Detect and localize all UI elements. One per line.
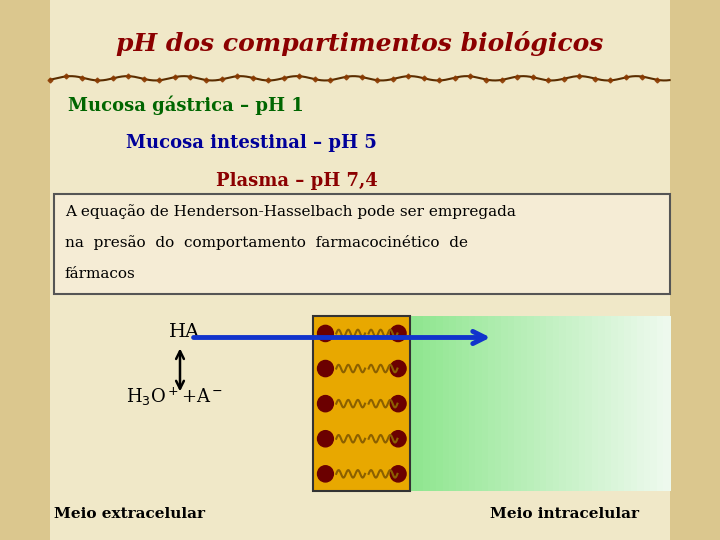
Ellipse shape	[318, 465, 333, 482]
Bar	[553, 316, 561, 491]
Bar	[417, 316, 425, 491]
Bar	[410, 316, 418, 491]
Bar	[657, 316, 665, 491]
Ellipse shape	[318, 325, 333, 341]
Bar	[0, 0, 50, 540]
Bar	[534, 316, 541, 491]
Bar	[54, 194, 670, 294]
Text: fármacos: fármacos	[65, 267, 135, 281]
Bar	[592, 316, 600, 491]
Text: HA: HA	[169, 323, 200, 341]
Ellipse shape	[318, 431, 333, 447]
Ellipse shape	[390, 361, 406, 377]
Text: Meio extracelular: Meio extracelular	[54, 507, 205, 521]
Text: na  presão  do  comportamento  farmacocinético  de: na presão do comportamento farmacocinéti…	[65, 235, 468, 251]
Bar	[637, 316, 645, 491]
Bar	[644, 316, 652, 491]
Bar	[572, 316, 580, 491]
Text: pH dos compartimentos biológicos: pH dos compartimentos biológicos	[117, 31, 603, 56]
Bar	[501, 316, 509, 491]
Ellipse shape	[318, 395, 333, 411]
Bar	[546, 316, 554, 491]
Bar	[495, 316, 503, 491]
Text: H$_3$O$^+$+A$^-$: H$_3$O$^+$+A$^-$	[126, 386, 223, 408]
Bar	[540, 316, 548, 491]
Bar	[618, 316, 626, 491]
Text: A equação de Henderson-Hasselbach pode ser empregada: A equação de Henderson-Hasselbach pode s…	[65, 204, 516, 219]
Bar	[663, 316, 671, 491]
Bar	[650, 316, 658, 491]
Ellipse shape	[390, 431, 406, 447]
Bar	[482, 316, 490, 491]
Ellipse shape	[390, 395, 406, 411]
Bar	[605, 316, 613, 491]
Bar	[521, 316, 528, 491]
Bar	[566, 316, 574, 491]
Bar	[631, 316, 639, 491]
Bar	[462, 316, 470, 491]
Bar	[475, 316, 483, 491]
Bar	[430, 316, 438, 491]
Bar	[611, 316, 619, 491]
Text: Meio intracelular: Meio intracelular	[490, 507, 639, 521]
Bar	[527, 316, 535, 491]
Bar	[670, 0, 720, 540]
Bar	[624, 316, 632, 491]
Bar	[436, 316, 444, 491]
Bar	[423, 316, 431, 491]
Bar	[469, 316, 477, 491]
Bar	[488, 316, 496, 491]
Bar	[585, 316, 593, 491]
Bar	[449, 316, 457, 491]
Bar	[443, 316, 451, 491]
Text: Mucosa gástrica – pH 1: Mucosa gástrica – pH 1	[68, 96, 304, 115]
Ellipse shape	[318, 361, 333, 377]
Text: Mucosa intestinal – pH 5: Mucosa intestinal – pH 5	[126, 134, 377, 152]
Bar	[313, 316, 410, 491]
Bar	[598, 316, 606, 491]
Bar	[514, 316, 522, 491]
Bar	[456, 316, 464, 491]
Ellipse shape	[390, 465, 406, 482]
Bar	[579, 316, 587, 491]
Bar	[508, 316, 516, 491]
Ellipse shape	[390, 325, 406, 341]
Bar	[559, 316, 567, 491]
Text: Plasma – pH 7,4: Plasma – pH 7,4	[216, 172, 378, 190]
